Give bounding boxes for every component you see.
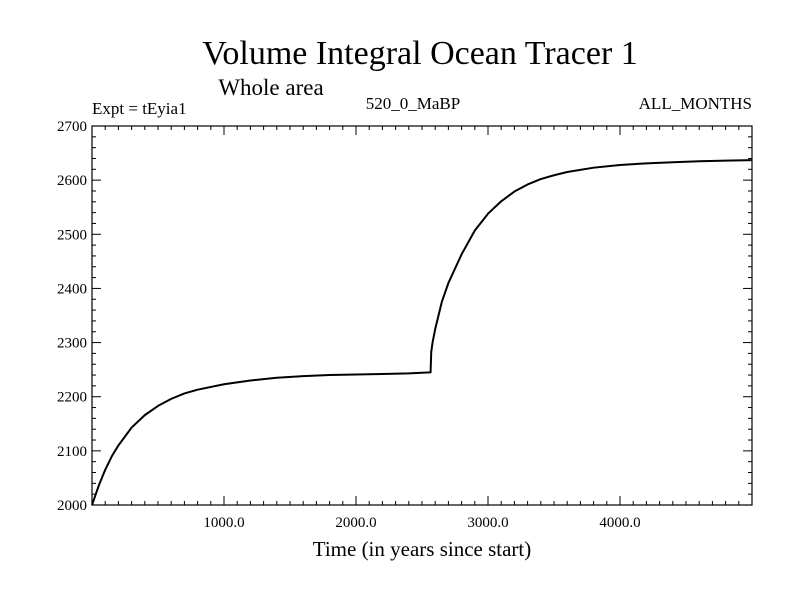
y-tick-label: 2600 <box>57 173 87 189</box>
x-tick-label: 1000.0 <box>203 515 244 531</box>
x-axis-label: Time (in years since start) <box>313 537 532 561</box>
x-tick-label: 2000.0 <box>335 515 376 531</box>
header-right: ALL_MONTHS <box>639 94 752 113</box>
y-tick-label: 2300 <box>57 336 87 352</box>
y-tick-label: 2400 <box>57 281 87 297</box>
y-tick-label: 2000 <box>57 498 87 514</box>
header-center: 520_0_MaBP <box>366 94 460 113</box>
chart-title: Volume Integral Ocean Tracer 1 <box>202 35 638 72</box>
y-tick-label: 2200 <box>57 390 87 406</box>
y-tick-label: 2700 <box>57 119 87 135</box>
x-tick-label: 4000.0 <box>599 515 640 531</box>
plot-frame <box>91 125 753 506</box>
y-tick-label: 2500 <box>57 227 87 243</box>
header-left: Expt = tEyia1 <box>92 99 187 118</box>
series-line <box>91 159 753 506</box>
x-tick-label: 3000.0 <box>467 515 508 531</box>
ticks <box>92 126 752 505</box>
chart-subtitle: Whole area <box>218 75 323 100</box>
y-tick-label: 2100 <box>57 444 87 460</box>
tick-labels: 1000.0 2000.0 3000.0 4000.0 2000 2100 2200 2300… <box>57 119 641 531</box>
